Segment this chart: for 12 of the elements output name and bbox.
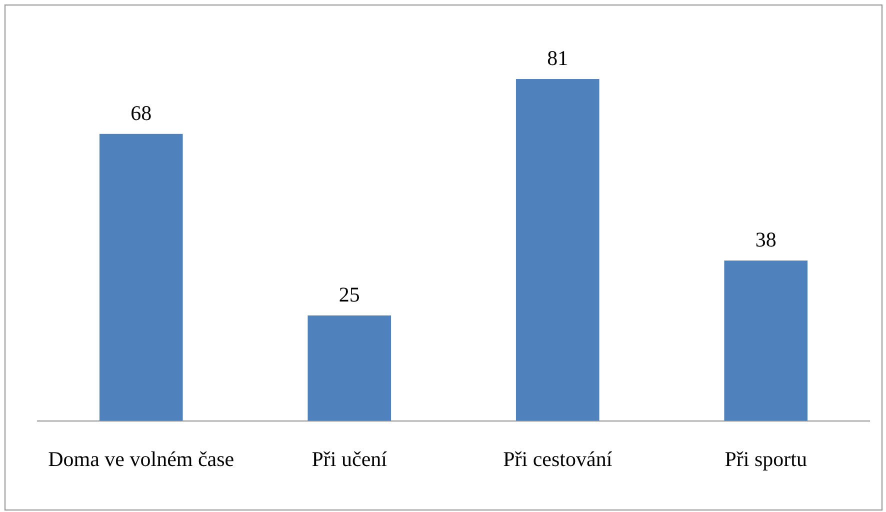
bar xyxy=(516,79,600,421)
bar xyxy=(308,315,392,421)
data-label: 68 xyxy=(130,100,152,125)
data-label: 25 xyxy=(338,282,360,306)
x-tick-label: Při sportu xyxy=(724,447,808,471)
bar xyxy=(99,134,183,421)
data-label: 81 xyxy=(547,46,568,70)
x-tick-label: Při učení xyxy=(312,447,388,471)
data-label: 38 xyxy=(755,228,776,252)
bar xyxy=(724,260,808,421)
x-tick-label: Doma ve volném čase xyxy=(48,447,234,471)
x-tick-label: Při cestování xyxy=(503,447,612,471)
